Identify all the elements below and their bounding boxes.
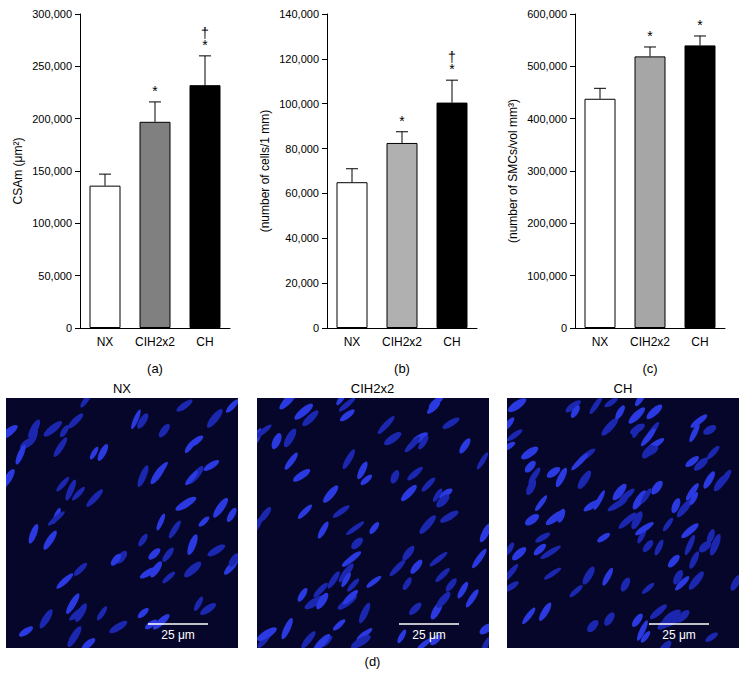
svg-text:*: * <box>152 83 158 99</box>
svg-text:100,000: 100,000 <box>32 217 72 229</box>
svg-text:300,000: 300,000 <box>32 8 72 20</box>
svg-text:0: 0 <box>313 322 319 334</box>
svg-text:(a): (a) <box>147 361 163 376</box>
svg-text:CH: CH <box>443 335 460 349</box>
html-text:(d): (d) <box>364 654 381 669</box>
svg-text:150,000: 150,000 <box>32 165 72 177</box>
svg-text:500,000: 500,000 <box>527 60 567 72</box>
svg-text:CSAm (μm²): CSAm (μm²) <box>11 138 25 205</box>
svg-text:100,000: 100,000 <box>527 270 567 282</box>
svg-text:200,000: 200,000 <box>32 113 72 125</box>
svg-text:20,000: 20,000 <box>285 277 319 289</box>
svg-text:100,000: 100,000 <box>279 98 319 110</box>
svg-text:CH: CH <box>691 335 708 349</box>
svg-text:600,000: 600,000 <box>527 8 567 20</box>
svg-text:NX: NX <box>592 335 609 349</box>
svg-text:140,000: 140,000 <box>279 8 319 20</box>
svg-text:400,000: 400,000 <box>527 113 567 125</box>
svg-text:CIH2x2: CIH2x2 <box>382 335 422 349</box>
svg-text:CIH2x2: CIH2x2 <box>630 335 670 349</box>
svg-text:NX: NX <box>344 335 361 349</box>
svg-text:25 μm: 25 μm <box>662 628 696 642</box>
svg-text:250,000: 250,000 <box>32 60 72 72</box>
svg-text:80,000: 80,000 <box>285 143 319 155</box>
svg-text:40,000: 40,000 <box>285 232 319 244</box>
svg-text:0: 0 <box>561 322 567 334</box>
svg-text:200,000: 200,000 <box>527 217 567 229</box>
svg-text:(number of SMCs/vol mm³): (number of SMCs/vol mm³) <box>506 99 520 243</box>
svg-text:(c): (c) <box>642 361 657 376</box>
svg-text:*: * <box>449 61 455 77</box>
svg-text:CIH2x2: CIH2x2 <box>135 335 175 349</box>
svg-text:CH: CH <box>196 335 213 349</box>
svg-text:*: * <box>647 28 653 44</box>
svg-text:*: * <box>202 37 208 53</box>
svg-text:0: 0 <box>66 322 72 334</box>
svg-text:60,000: 60,000 <box>285 187 319 199</box>
svg-text:25 μm: 25 μm <box>412 628 446 642</box>
svg-text:(b): (b) <box>394 361 410 376</box>
html-text:CH: CH <box>613 381 633 396</box>
svg-text:25 μm: 25 μm <box>161 628 195 642</box>
svg-text:(number of cells/1 mm): (number of cells/1 mm) <box>258 110 272 233</box>
svg-text:300,000: 300,000 <box>527 165 567 177</box>
svg-text:50,000: 50,000 <box>38 270 72 282</box>
svg-text:*: * <box>697 17 703 33</box>
svg-text:120,000: 120,000 <box>279 53 319 65</box>
svg-text:*: * <box>399 113 405 129</box>
svg-text:NX: NX <box>97 335 114 349</box>
html-text:NX: NX <box>113 381 131 396</box>
html-text:CIH2x2: CIH2x2 <box>350 381 395 396</box>
